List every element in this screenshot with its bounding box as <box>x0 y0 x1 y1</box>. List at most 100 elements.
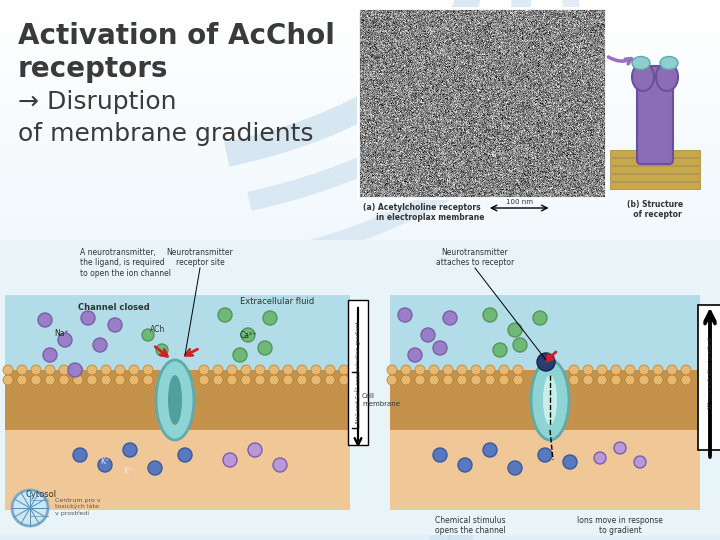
Circle shape <box>499 375 509 385</box>
Text: Extracellular fluid: Extracellular fluid <box>240 297 314 306</box>
Text: Cell
membrane: Cell membrane <box>362 394 400 407</box>
Text: Ca²⁺: Ca²⁺ <box>239 330 256 340</box>
Circle shape <box>73 365 83 375</box>
Text: ACh: ACh <box>150 326 166 334</box>
Circle shape <box>457 375 467 385</box>
Ellipse shape <box>543 375 557 425</box>
Circle shape <box>415 365 425 375</box>
Ellipse shape <box>531 360 569 440</box>
Circle shape <box>667 365 677 375</box>
Circle shape <box>297 365 307 375</box>
Text: Ions move in response
to gradient: Ions move in response to gradient <box>577 516 663 535</box>
Circle shape <box>508 323 522 337</box>
Circle shape <box>597 375 607 385</box>
Circle shape <box>31 365 41 375</box>
FancyBboxPatch shape <box>348 300 368 445</box>
Circle shape <box>38 313 52 327</box>
Circle shape <box>387 375 397 385</box>
Circle shape <box>513 338 527 352</box>
Text: Channel closed: Channel closed <box>78 303 150 312</box>
Circle shape <box>223 453 237 467</box>
FancyBboxPatch shape <box>610 174 700 181</box>
Circle shape <box>513 375 523 385</box>
Text: 100 nm: 100 nm <box>505 199 533 205</box>
Circle shape <box>639 375 649 385</box>
Circle shape <box>31 375 41 385</box>
Text: Centrum pro v
toxických láte
v prostředí: Centrum pro v toxických láte v prostředí <box>55 498 101 516</box>
Circle shape <box>218 308 232 322</box>
Circle shape <box>143 375 153 385</box>
Circle shape <box>101 375 111 385</box>
Circle shape <box>297 375 307 385</box>
Circle shape <box>681 375 691 385</box>
Circle shape <box>611 375 621 385</box>
Circle shape <box>533 311 547 325</box>
Circle shape <box>325 375 335 385</box>
Circle shape <box>625 365 635 375</box>
Circle shape <box>325 365 335 375</box>
Circle shape <box>443 365 453 375</box>
Circle shape <box>269 365 279 375</box>
Circle shape <box>87 375 97 385</box>
Circle shape <box>283 365 293 375</box>
Circle shape <box>108 318 122 332</box>
Circle shape <box>681 365 691 375</box>
Ellipse shape <box>656 63 678 91</box>
Ellipse shape <box>632 63 654 91</box>
Circle shape <box>227 375 237 385</box>
Circle shape <box>583 365 593 375</box>
Text: Cytosol: Cytosol <box>25 490 56 499</box>
Circle shape <box>597 365 607 375</box>
Text: K⁺ concentration gradient: K⁺ concentration gradient <box>707 336 713 408</box>
Circle shape <box>142 329 154 341</box>
Circle shape <box>339 375 349 385</box>
Circle shape <box>611 365 621 375</box>
Circle shape <box>123 443 137 457</box>
Circle shape <box>311 375 321 385</box>
Text: Na⁺: Na⁺ <box>55 329 69 339</box>
Circle shape <box>269 375 279 385</box>
Circle shape <box>263 311 277 325</box>
Circle shape <box>87 365 97 375</box>
Circle shape <box>563 455 577 469</box>
Circle shape <box>199 365 209 375</box>
Circle shape <box>178 448 192 462</box>
Circle shape <box>227 365 237 375</box>
Text: → Disruption: → Disruption <box>18 90 176 114</box>
Ellipse shape <box>632 57 650 70</box>
Circle shape <box>594 452 606 464</box>
Ellipse shape <box>660 57 678 70</box>
Circle shape <box>538 448 552 462</box>
FancyBboxPatch shape <box>0 240 720 535</box>
Text: K⁺: K⁺ <box>123 468 132 476</box>
Circle shape <box>12 490 48 526</box>
Circle shape <box>639 365 649 375</box>
FancyBboxPatch shape <box>610 166 700 173</box>
Circle shape <box>625 375 635 385</box>
Circle shape <box>73 375 83 385</box>
Circle shape <box>213 375 223 385</box>
Circle shape <box>583 375 593 385</box>
Circle shape <box>493 343 507 357</box>
Circle shape <box>258 341 272 355</box>
Circle shape <box>3 365 13 375</box>
Circle shape <box>569 375 579 385</box>
Circle shape <box>339 365 349 375</box>
Text: K⁺: K⁺ <box>100 457 109 467</box>
Circle shape <box>115 365 125 375</box>
Circle shape <box>458 458 472 472</box>
Circle shape <box>483 308 497 322</box>
Circle shape <box>241 375 251 385</box>
Circle shape <box>421 328 435 342</box>
Circle shape <box>68 363 82 377</box>
Circle shape <box>115 375 125 385</box>
Circle shape <box>387 365 397 375</box>
Text: Neurotransmitter
receptor site: Neurotransmitter receptor site <box>166 248 233 267</box>
FancyBboxPatch shape <box>5 430 350 510</box>
FancyBboxPatch shape <box>5 370 350 430</box>
Circle shape <box>457 365 467 375</box>
FancyBboxPatch shape <box>610 150 700 157</box>
Circle shape <box>241 328 255 342</box>
Circle shape <box>569 365 579 375</box>
Circle shape <box>311 365 321 375</box>
